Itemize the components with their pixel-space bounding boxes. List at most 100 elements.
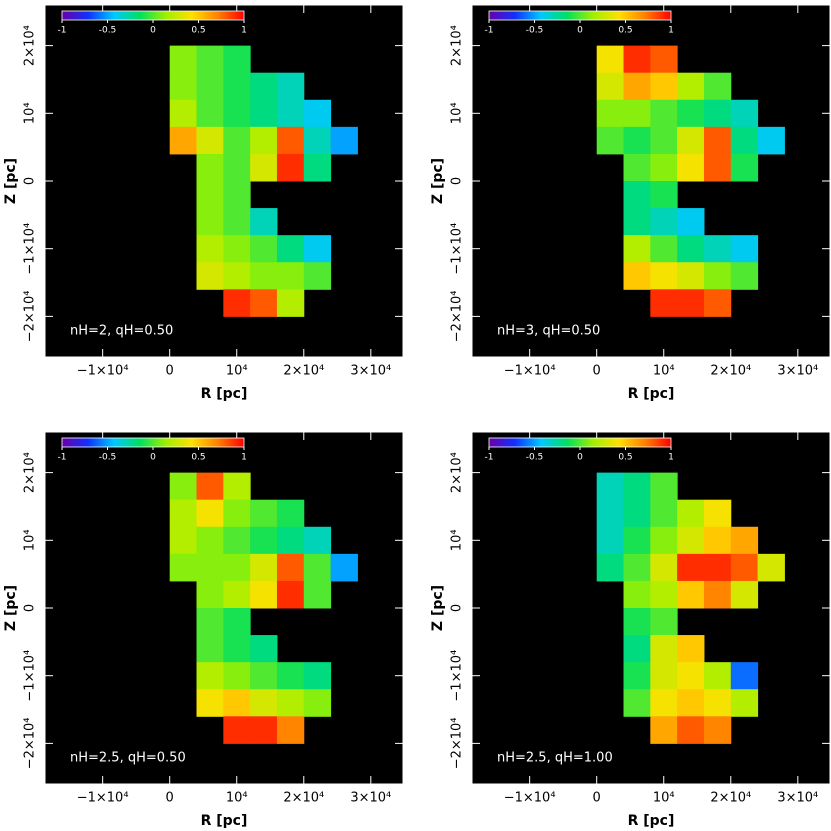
- x-tick-label: 3×10⁴: [350, 364, 391, 379]
- heatmap-cell: [223, 689, 251, 717]
- heatmap-cell: [303, 580, 332, 609]
- heatmap-cell: [169, 99, 198, 128]
- y-tick-label: −2×10⁴: [23, 290, 38, 342]
- x-axis-label: R [pc]: [628, 813, 675, 829]
- x-tick-label: 2×10⁴: [283, 364, 324, 379]
- y-tick-label: 10⁴: [450, 102, 465, 124]
- heatmap-cell: [223, 208, 251, 236]
- y-tick-label: 0: [450, 177, 465, 185]
- heatmap-cell: [196, 45, 224, 74]
- heatmap-cell: [223, 289, 251, 317]
- heatmap-cell: [677, 716, 705, 744]
- heatmap-cell: [623, 72, 651, 101]
- heatmap-cell: [703, 689, 732, 717]
- heatmap-cell: [196, 526, 224, 555]
- heatmap-cell: [169, 45, 198, 74]
- y-tick-label: 0: [23, 604, 38, 612]
- heatmap-cell: [223, 72, 251, 101]
- x-tick-label: −1×10⁴: [77, 364, 129, 379]
- x-tick-label: 2×10⁴: [283, 791, 324, 806]
- x-tick-label: 0: [593, 791, 601, 806]
- y-tick-label: 10⁴: [23, 529, 38, 551]
- heatmap-cell: [196, 72, 224, 101]
- heatmap-cell: [223, 262, 251, 290]
- heatmap-cell: [730, 689, 759, 717]
- heatmap-cell: [169, 72, 198, 101]
- heatmap-cell: [276, 99, 305, 128]
- heatmap-cell: [303, 99, 332, 128]
- heatmap-cell: [303, 553, 332, 582]
- heatmap-cell: [730, 553, 759, 582]
- colorbar-tick-label: -1: [485, 26, 494, 36]
- heatmap-cell: [330, 553, 358, 582]
- heatmap-cell: [250, 499, 278, 528]
- y-tick-label: 2×10⁴: [23, 25, 38, 66]
- heatmap-cell: [650, 72, 678, 101]
- heatmap-cell: [250, 689, 278, 717]
- y-axis-label: Z [pc]: [430, 158, 446, 204]
- heatmap-cell: [677, 208, 705, 236]
- heatmap-cell: [703, 289, 732, 317]
- heatmap-cell: [223, 553, 251, 582]
- heatmap-cell: [623, 608, 651, 636]
- heatmap-cell: [730, 580, 759, 609]
- heatmap-cell: [196, 499, 224, 528]
- heatmap-cell: [677, 580, 705, 609]
- x-tick-label: 3×10⁴: [350, 791, 391, 806]
- heatmap-cell: [623, 689, 651, 717]
- heatmap-cell: [596, 45, 625, 74]
- x-tick-label: 3×10⁴: [777, 364, 818, 379]
- colorbar-tick-label: 0.5: [191, 453, 205, 463]
- heatmap-cell: [650, 45, 678, 74]
- heatmap-cell: [650, 262, 678, 290]
- heatmap-cell: [623, 181, 651, 209]
- heatmap-cell: [596, 526, 625, 555]
- heatmap-cell: [250, 262, 278, 290]
- heatmap-cell: [677, 553, 705, 582]
- y-tick-label: 2×10⁴: [450, 452, 465, 493]
- heatmap-cell: [196, 235, 224, 263]
- heatmap-cell: [169, 553, 198, 582]
- heatmap-cell: [677, 153, 705, 182]
- heatmap-cell: [276, 72, 305, 101]
- heatmap-cell: [650, 608, 678, 636]
- heatmap-cell: [276, 716, 305, 744]
- heatmap-cell: [276, 289, 305, 317]
- colorbar-tick-label: -0.5: [99, 453, 117, 463]
- panel: −1×10⁴ 0 10⁴ 2×10⁴ 3×10⁴ −2×10⁴ −1×10⁴ 0 10⁴ 2×10…: [3, 4, 404, 402]
- heatmap-cell: [677, 235, 705, 263]
- heatmap-cell: [223, 45, 251, 74]
- heatmap-cell: [250, 99, 278, 128]
- x-axis-label: R [pc]: [201, 386, 248, 402]
- heatmap-cell: [303, 662, 332, 690]
- colorbar-tick-label: 0: [577, 453, 583, 463]
- heatmap-cell: [223, 635, 251, 663]
- heatmap-cell: [276, 235, 305, 263]
- heatmap-cell: [650, 472, 678, 501]
- heatmap-cell: [196, 181, 224, 209]
- x-tick-label: 2×10⁴: [710, 791, 751, 806]
- y-tick-label: −1×10⁴: [23, 650, 38, 702]
- heatmap-cell: [169, 499, 198, 528]
- x-tick-label: −1×10⁴: [504, 791, 556, 806]
- panel: −1×10⁴ 0 10⁴ 2×10⁴ 3×10⁴ −2×10⁴ −1×10⁴ 0 10⁴ 2×10…: [3, 431, 404, 829]
- heatmap-cell: [303, 235, 332, 263]
- colorbar: [488, 437, 672, 448]
- heatmap-cell: [596, 499, 625, 528]
- y-axis-label: Z [pc]: [3, 585, 19, 631]
- heatmap-cell: [250, 72, 278, 101]
- heatmap-cell: [677, 126, 705, 155]
- heatmap-cell: [223, 526, 251, 555]
- heatmap-cell: [223, 153, 251, 182]
- heatmap-cell: [623, 45, 651, 74]
- y-tick-label: 0: [450, 604, 465, 612]
- heatmap-cell: [250, 235, 278, 263]
- x-tick-label: 10⁴: [226, 791, 248, 806]
- heatmap-cell: [757, 553, 785, 582]
- heatmap-cell: [250, 153, 278, 182]
- y-axis-label: Z [pc]: [430, 585, 446, 631]
- colorbar: [488, 10, 672, 21]
- x-tick-label: 10⁴: [226, 364, 248, 379]
- colorbar-tick-label: 0: [150, 453, 156, 463]
